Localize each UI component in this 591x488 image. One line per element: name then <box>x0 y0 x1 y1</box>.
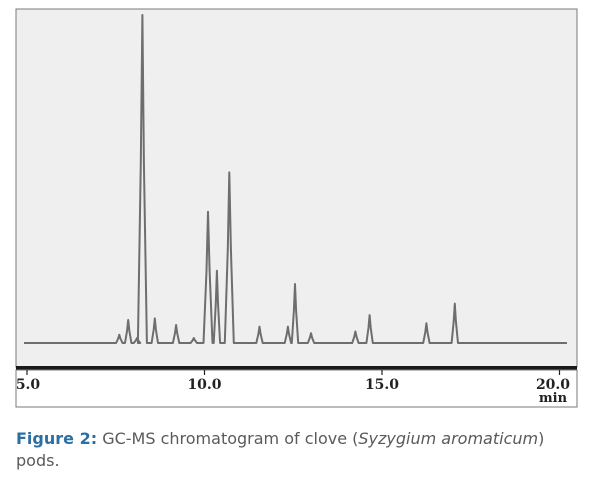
x-tick-label-3: 15.0 <box>365 377 399 393</box>
x-tick-label-1: 5.0 <box>16 377 41 393</box>
x-axis-ticks: 5.0 10.0 15.0 20.0 <box>16 370 570 393</box>
x-tick-label-4: 20.0 <box>536 377 570 393</box>
chromatogram-trace <box>24 14 567 344</box>
figure-caption: Figure 2: GC-MS chromatogram of clove (S… <box>16 428 581 472</box>
caption-text-before: GC-MS chromatogram of clove ( <box>102 429 359 448</box>
figure-label: Figure 2: <box>16 429 98 448</box>
caption-text-after: ) <box>538 429 545 448</box>
caption-species: Syzygium aromaticum <box>358 429 539 448</box>
x-axis-unit-label: min <box>539 391 568 406</box>
caption-text-line2: pods. <box>16 451 60 470</box>
x-tick-label-2: 10.0 <box>187 377 221 393</box>
signal-trace <box>24 14 567 344</box>
x-axis-bar <box>16 366 577 370</box>
chromatogram-figure: 5.0 10.0 15.0 20.0 min <box>15 8 578 408</box>
axis-panel <box>15 369 578 408</box>
